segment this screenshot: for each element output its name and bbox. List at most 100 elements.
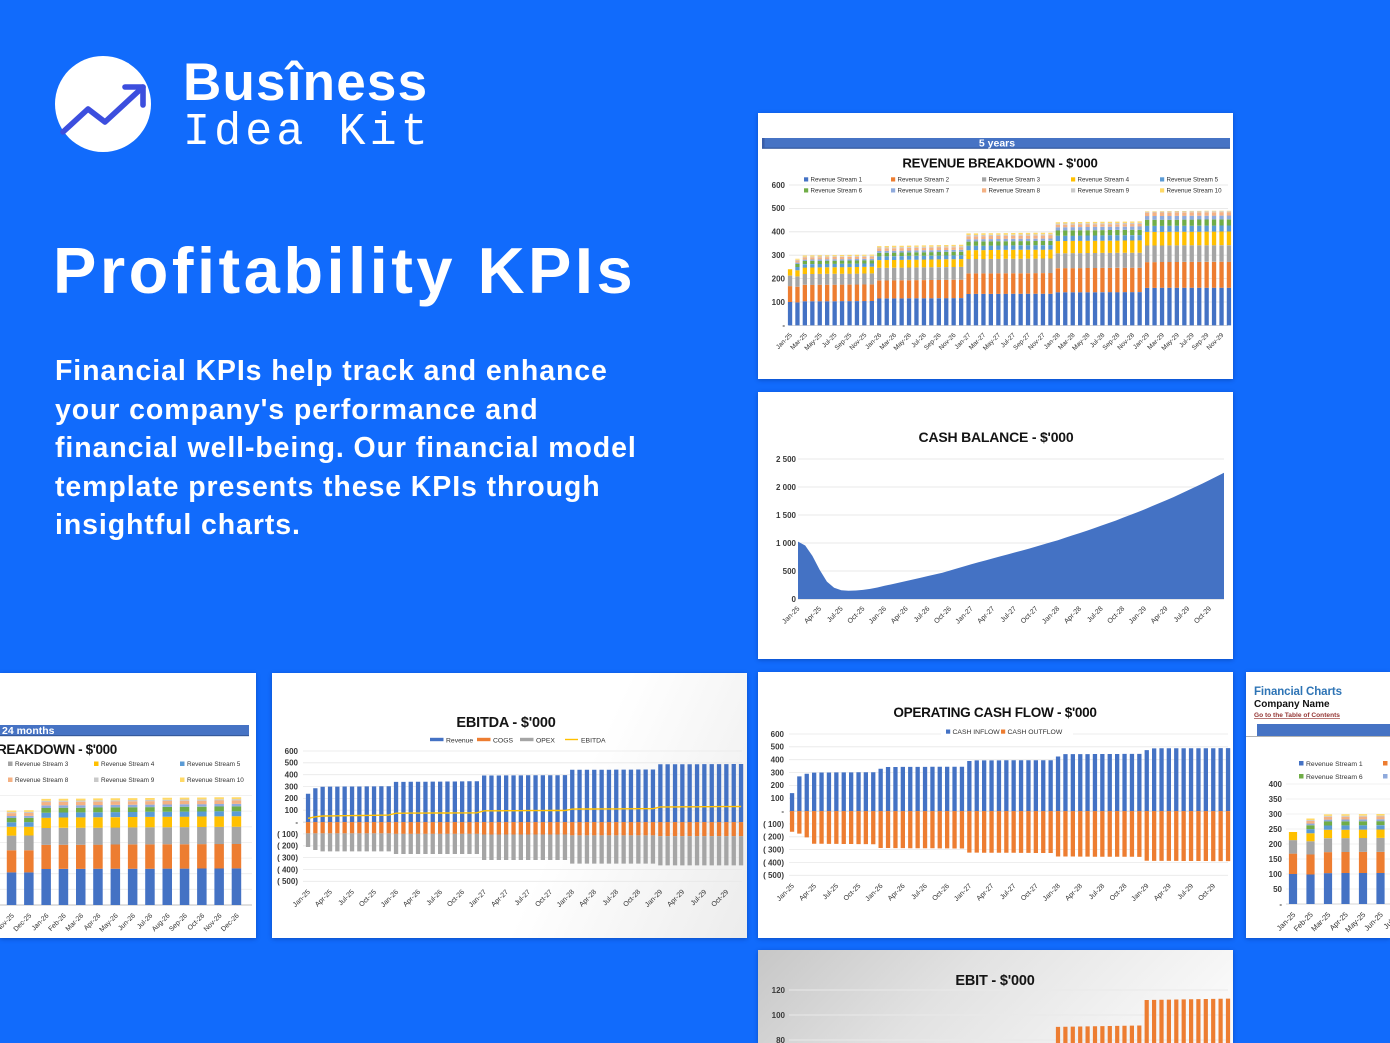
svg-text:Revenue Stream 10: Revenue Stream 10 [187,777,244,784]
svg-text:Revenue Stream 4: Revenue Stream 4 [101,761,155,768]
svg-text:Jul-29: Jul-29 [1177,883,1196,902]
svg-text:200: 200 [772,274,786,283]
svg-text:-: - [1279,900,1282,909]
svg-text:CASH INFLOW: CASH INFLOW [953,729,1001,736]
svg-text:Jul-26: Jul-26 [913,605,932,624]
svg-text:Jan-26: Jan-26 [380,889,400,909]
svg-text:5 years: 5 years [979,138,1015,150]
svg-text:( 500): ( 500) [763,871,784,880]
svg-text:Jul-25: Jul-25 [822,883,841,902]
svg-text:Jan-28: Jan-28 [1042,883,1062,903]
svg-text:Apr-25: Apr-25 [314,889,334,909]
svg-text:Jan-27: Jan-27 [468,889,488,909]
svg-text:Revenue Stream 3: Revenue Stream 3 [989,177,1041,184]
svg-text:Apr-29: Apr-29 [666,889,686,909]
svg-text:300: 300 [772,251,786,260]
svg-text:Busîness: Busîness [183,53,428,112]
svg-text:COGS: COGS [493,738,513,745]
svg-text:Oct-28: Oct-28 [1109,883,1129,903]
svg-text:Sep-26: Sep-26 [168,912,189,933]
svg-text:600: 600 [771,730,785,739]
svg-text:Oct-26: Oct-26 [446,889,466,909]
svg-text:( 300): ( 300) [763,845,784,854]
svg-text:Revenue Stream 7: Revenue Stream 7 [898,188,950,195]
svg-text:Idea Kit: Idea Kit [183,107,432,158]
svg-text:( 200): ( 200) [763,833,784,842]
svg-text:OPERATING CASH FLOW - $'000: OPERATING CASH FLOW - $'000 [893,705,1096,720]
svg-text:Jan-25: Jan-25 [781,605,801,625]
svg-text:Apr-29: Apr-29 [1150,605,1170,625]
svg-text:Oct-26: Oct-26 [931,883,951,903]
svg-text:200: 200 [285,794,299,803]
svg-text:Oct-27: Oct-27 [1020,883,1040,903]
svg-text:Jul-25: Jul-25 [337,889,356,908]
svg-text:Revenue Stream 6: Revenue Stream 6 [811,188,863,195]
svg-text:Jul-28: Jul-28 [1088,883,1107,902]
svg-text:Oct-29: Oct-29 [1197,883,1217,903]
svg-text:Revenue Stream 9: Revenue Stream 9 [101,777,155,784]
svg-text:( 300): ( 300) [277,853,298,862]
svg-text:500: 500 [771,743,785,752]
svg-text:Revenue Stream 2: Revenue Stream 2 [898,177,950,184]
svg-text:100: 100 [771,794,785,803]
svg-text:( 500): ( 500) [277,877,298,886]
svg-text:Oct-25: Oct-25 [358,889,378,909]
svg-text:200: 200 [1269,840,1283,849]
svg-text:Nov-26: Nov-26 [203,912,224,933]
svg-text:Jan-27: Jan-27 [953,883,973,903]
svg-text:Oct-26: Oct-26 [933,605,953,625]
svg-text:400: 400 [285,771,299,780]
svg-text:Revenue Stream 3: Revenue Stream 3 [15,761,69,768]
svg-text:2 000: 2 000 [776,483,797,492]
svg-text:-: - [782,321,785,330]
svg-text:Jul-26: Jul-26 [426,889,445,908]
svg-text:Revenue Stream 10: Revenue Stream 10 [1167,188,1223,195]
svg-text:Go to the Table of Contents: Go to the Table of Contents [1254,712,1340,719]
svg-text:Apr-26: Apr-26 [402,889,422,909]
svg-text:500: 500 [783,567,797,576]
svg-text:( 400): ( 400) [277,865,298,874]
svg-text:Revenue Stream 5: Revenue Stream 5 [1167,177,1219,184]
svg-text:500: 500 [772,204,786,213]
svg-text:Jul-29: Jul-29 [690,889,709,908]
svg-text:EBITDA: EBITDA [581,738,606,745]
svg-text:Apr-26: Apr-26 [887,883,907,903]
svg-text:Jul-25: Jul-25 [826,605,845,624]
svg-text:Jan-29: Jan-29 [1128,605,1148,625]
svg-text:0: 0 [792,595,797,604]
svg-text:Apr-29: Apr-29 [1153,883,1173,903]
svg-text:500: 500 [285,759,299,768]
svg-text:Revenue Stream 1: Revenue Stream 1 [811,177,863,184]
svg-text:Apr-28: Apr-28 [578,889,598,909]
svg-text:300: 300 [1269,810,1283,819]
svg-text:Jul-28: Jul-28 [1086,605,1105,624]
svg-text:400: 400 [1269,780,1283,789]
svg-text:-: - [295,818,298,827]
svg-text:Jan-29: Jan-29 [1131,883,1151,903]
svg-text:CASH OUTFLOW: CASH OUTFLOW [1008,729,1063,736]
svg-text:EBIT - $'000: EBIT - $'000 [955,973,1034,989]
svg-text:Jan-25: Jan-25 [776,883,796,903]
svg-text:400: 400 [772,228,786,237]
svg-text:Revenue Stream 8: Revenue Stream 8 [989,188,1041,195]
svg-text:100: 100 [285,806,299,815]
svg-text:( 100): ( 100) [277,830,298,839]
svg-text:Revenue Stream 6: Revenue Stream 6 [1306,774,1363,781]
svg-text:1 500: 1 500 [776,511,797,520]
svg-text:Financial Charts: Financial Charts [1254,686,1342,698]
svg-text:Oct-25: Oct-25 [843,883,863,903]
svg-text:Nov-29: Nov-29 [1206,332,1226,352]
svg-text:( 100): ( 100) [763,820,784,829]
svg-text:Aug-26: Aug-26 [151,912,172,933]
svg-text:300: 300 [771,768,785,777]
svg-text:Jul-29: Jul-29 [1173,605,1192,624]
svg-text:Apr-26: Apr-26 [890,605,910,625]
svg-text:Jan-26: Jan-26 [868,605,888,625]
svg-text:400: 400 [771,756,785,765]
svg-text:Oct-27: Oct-27 [1020,605,1040,625]
svg-text:Jul-25: Jul-25 [1382,910,1390,931]
svg-text:( 400): ( 400) [763,858,784,867]
svg-text:Revenue Stream 1: Revenue Stream 1 [1306,761,1363,768]
svg-text:Dec-25: Dec-25 [13,912,34,933]
svg-text:600: 600 [772,181,786,190]
